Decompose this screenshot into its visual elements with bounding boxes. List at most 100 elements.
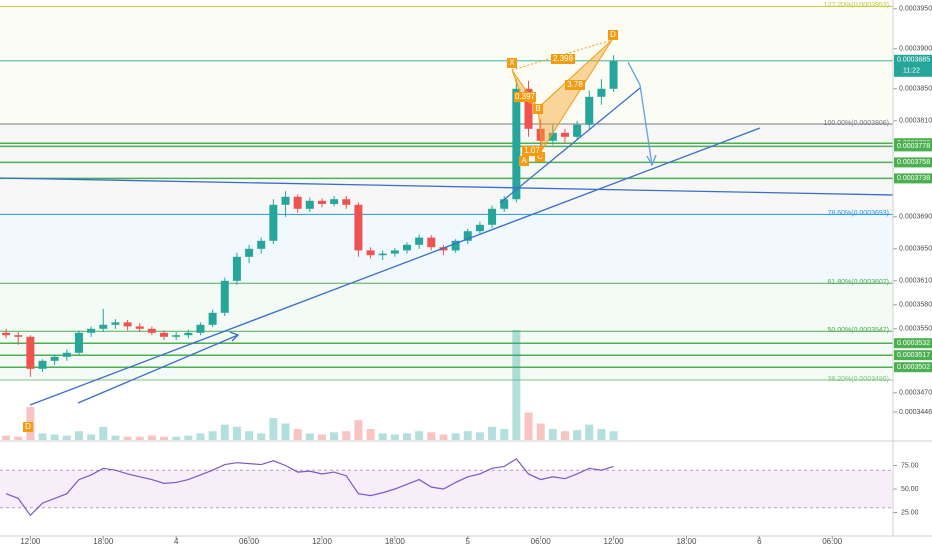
volume-bar <box>38 433 47 440</box>
y-tick-label: 0.0003650 <box>899 246 932 253</box>
candle-body <box>232 256 241 281</box>
y-tick-label: 0.0003580 <box>899 302 932 309</box>
level-label: 0.0003778 <box>897 143 930 150</box>
volume-bar <box>184 435 193 440</box>
candle-body <box>147 328 156 333</box>
arrow <box>627 61 653 166</box>
fib-label: 38.20%(0.0003486) <box>828 376 890 383</box>
level-label: 0.0003738 <box>897 175 930 182</box>
pattern-label-box <box>519 156 529 166</box>
volume-bar <box>111 435 120 440</box>
pattern-label-box <box>23 422 33 432</box>
current-price-label: 0.0003885 <box>897 57 930 64</box>
candle-body <box>208 312 217 325</box>
fib-label: 78.60%(0.0003693) <box>828 210 890 217</box>
y-tick-label: 0.0003900 <box>899 46 932 53</box>
x-tick-label: 18:00 <box>93 537 114 546</box>
y-tick-label: 0.0003446 <box>899 409 932 416</box>
volume-bar <box>147 435 156 440</box>
candle-body <box>390 250 399 254</box>
pattern-label-box <box>507 58 517 68</box>
fib-label: 127.20%(0.0003953) <box>824 2 889 9</box>
trend-line <box>499 87 641 204</box>
fib-label: 100.00%(0.0003806) <box>824 120 889 127</box>
fib-band <box>0 124 893 215</box>
volume-bar <box>330 432 339 440</box>
volume-bar <box>123 436 132 440</box>
volume-bar <box>196 433 205 440</box>
candle-body <box>293 196 302 209</box>
volume-bar <box>560 431 569 440</box>
level-tag <box>894 141 932 152</box>
candle-body <box>172 335 181 337</box>
rsi-tick-label: 50.00 <box>901 486 919 493</box>
volume-bar <box>245 431 254 440</box>
rsi-panel: 75.00 50.00 25.00 <box>0 440 932 516</box>
fib-label: 61.80%(0.0003607) <box>828 279 890 286</box>
level-tag <box>894 362 932 373</box>
candle-body <box>135 326 144 329</box>
candle-body <box>427 237 436 248</box>
y-tick-label: 0.0003690 <box>899 214 932 221</box>
candle-body <box>573 124 582 137</box>
volume-bar <box>366 429 375 440</box>
volume-bar <box>500 429 509 440</box>
y-tick-label: 0.0003950 <box>899 6 932 13</box>
candle-body <box>245 248 254 257</box>
candle-body <box>305 200 314 209</box>
candle-body <box>463 231 472 241</box>
rsi-band <box>0 470 893 508</box>
volume-bar <box>99 426 108 440</box>
volume-bar <box>475 432 484 440</box>
candle-body <box>560 132 569 137</box>
trend-line <box>29 127 761 406</box>
volume-bar <box>463 431 472 440</box>
y-tick-label: 0.0003610 <box>899 278 932 285</box>
candle-body <box>342 199 351 205</box>
x-tick-label: 06:00 <box>531 537 552 546</box>
volume-bar <box>378 433 387 440</box>
pattern-label-box <box>535 152 545 162</box>
pattern-ratio-box <box>565 80 585 90</box>
x-tick-label: 4 <box>174 537 179 546</box>
x-tick-label: 12:00 <box>20 537 41 546</box>
volume-bar <box>390 434 399 440</box>
pattern-leg <box>537 39 613 152</box>
x-tick-label: 06:00 <box>239 537 260 546</box>
candle-body <box>50 356 59 361</box>
x-tick-label: 12:00 <box>604 537 625 546</box>
volume-bar <box>524 412 533 440</box>
candle-body <box>524 88 533 129</box>
volume-bar <box>305 433 314 440</box>
candle-body <box>14 335 23 337</box>
y-tick-label: 0.0003850 <box>899 86 932 93</box>
countdown: 11:22 <box>903 68 920 75</box>
candle-body <box>26 336 35 369</box>
pattern-ratio-box <box>551 54 575 64</box>
arrow-head <box>646 154 657 167</box>
pattern-ratio: 0.397 <box>515 92 536 101</box>
x-tick-label: 6 <box>757 537 762 546</box>
level-label: 0.0003758 <box>897 159 930 166</box>
y-tick-label: 0.0003810 <box>899 118 932 125</box>
rsi-tick-label: 25.00 <box>901 509 919 516</box>
volume-bar <box>403 433 412 440</box>
volume-bar <box>172 436 181 440</box>
current-price-tag <box>894 54 932 77</box>
volume-bar <box>597 429 606 440</box>
candle-body <box>475 224 484 232</box>
pattern-ratio-box <box>514 92 536 102</box>
candle-body <box>160 332 169 337</box>
candle-body <box>609 60 618 89</box>
candle-body <box>269 204 278 241</box>
candle-body <box>512 88 521 200</box>
harmonic-pattern: X A B C D 0.397 1.07 2.398 3.78 D <box>23 30 618 432</box>
volume-bar <box>585 424 594 440</box>
volume-bar <box>354 420 363 440</box>
candle-body <box>403 244 412 251</box>
volume-bar <box>573 430 582 440</box>
volume-bar <box>342 431 351 440</box>
